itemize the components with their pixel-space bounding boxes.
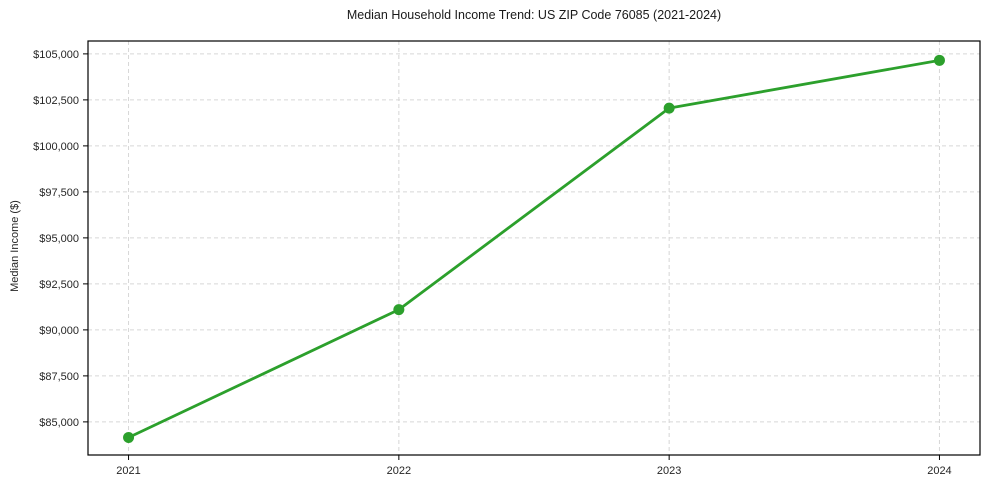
- x-tick-label: 2022: [387, 465, 411, 477]
- y-tick-label: $85,000: [39, 417, 79, 429]
- y-tick-label: $90,000: [39, 325, 79, 337]
- data-point-2022: [393, 304, 405, 316]
- y-tick-label: $95,000: [39, 233, 79, 245]
- y-tick-label: $92,500: [39, 279, 79, 291]
- y-tick-label: $105,000: [33, 49, 79, 61]
- plot-border: [87, 40, 981, 456]
- data-point-2023: [663, 102, 675, 114]
- trend-line: [127, 58, 941, 439]
- data-point-2024: [933, 54, 945, 66]
- chart-title: Median Household Income Trend: US ZIP Co…: [346, 8, 722, 22]
- y-tick-label: $102,500: [33, 95, 79, 107]
- y-tick-label: $97,500: [39, 187, 79, 199]
- y-tick-label: $87,500: [39, 371, 79, 383]
- x-tick-label: 2021: [116, 465, 140, 477]
- x-tick-label: 2023: [657, 465, 681, 477]
- y-tick-label: $100,000: [33, 141, 79, 153]
- data-point-2021: [123, 432, 135, 444]
- x-tick-label: 2024: [927, 465, 951, 477]
